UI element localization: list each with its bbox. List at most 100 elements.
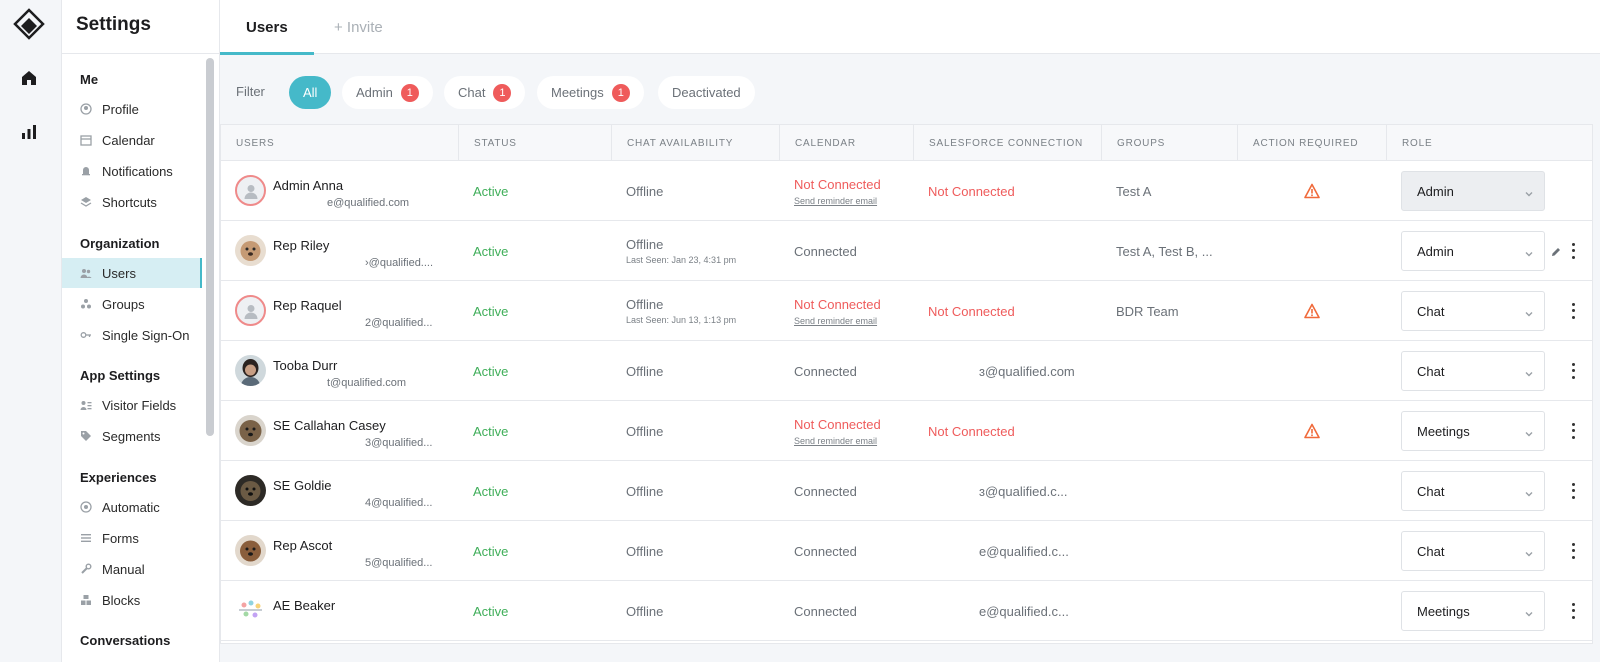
column-header-role[interactable]: ROLE [1386,125,1594,161]
column-header-action-required[interactable]: ACTION REQUIRED [1237,125,1386,161]
sidebar-item-notifications[interactable]: Notifications [62,156,202,186]
role-select[interactable]: Meetings [1401,411,1545,451]
more-options-icon[interactable] [1569,541,1577,561]
table-row[interactable]: AE Beaker Active Offline Connected e@qualifi… [221,581,1592,641]
column-header-salesforce-connection[interactable]: SALESFORCE CONNECTION [913,125,1101,161]
calendar-status: Connected [794,521,857,581]
list-icon [80,532,92,544]
user-name[interactable]: Rep Riley [273,238,330,253]
role-select[interactable]: Admin [1401,171,1545,211]
user-circle-icon [80,103,92,115]
avatar [235,235,266,266]
chevron-down-icon [1524,607,1534,617]
last-seen: Last Seen: Jan 23, 4:31 pm [626,255,737,265]
chat-status: Offline [626,297,664,312]
salesforce-connection: e@qualified.c... [979,581,1069,641]
filter-chip-meetings[interactable]: Meetings 1 [537,76,644,109]
table-row[interactable]: Rep Riley ›@qualified.... Active Offline Las… [221,221,1592,281]
edit-pencil-icon[interactable] [1550,245,1562,257]
table-row[interactable]: Admin Anna e@qualified.com Active Offline No… [221,161,1592,221]
tag-icon [80,430,92,442]
column-header-chat-availability[interactable]: CHAT AVAILABILITY [611,125,779,161]
role-value: Chat [1417,483,1445,499]
chart-icon[interactable] [19,122,39,142]
tab-users[interactable]: Users [220,0,314,55]
bell-icon [80,165,92,177]
sidebar-scrollbar-thumb[interactable] [206,58,214,436]
chat-availability: Offline [626,341,663,401]
chat-availability: Offline [626,581,663,641]
sidebar-item-forms[interactable]: Forms [62,523,202,553]
table-row[interactable]: SE Callahan Casey 3@qualified... Active Off… [221,401,1592,461]
user-name[interactable]: SE Callahan Casey [273,418,386,433]
chevron-down-icon [1524,367,1534,377]
calendar-status: Not Connected Send reminder email [794,401,881,461]
send-reminder-link[interactable]: Send reminder email [794,315,878,326]
filter-chip-deactivated[interactable]: Deactivated [658,76,755,109]
role-select[interactable]: Admin [1401,231,1545,271]
visitor-fields-icon [80,399,92,411]
user-name[interactable]: AE Beaker [273,598,336,613]
more-options-icon[interactable] [1569,241,1577,261]
groups-cell: BDR Team [1116,281,1179,341]
send-reminder-link[interactable]: Send reminder email [794,435,878,446]
more-options-icon[interactable] [1569,361,1577,381]
role-value: Meetings [1417,603,1470,619]
column-header-calendar[interactable]: CALENDAR [779,125,913,161]
count-badge: 1 [493,83,512,102]
chat-status: Offline [626,363,664,379]
salesforce-value: Not Connected [928,183,1015,199]
sidebar-item-calendar[interactable]: Calendar [62,125,202,155]
user-name[interactable]: Rep Ascot [273,538,333,553]
status-text: Active [473,341,508,401]
sidebar-item-segments[interactable]: Segments [62,421,202,451]
home-icon[interactable] [19,68,39,88]
role-select[interactable]: Chat [1401,351,1545,391]
sidebar-item-users[interactable]: Users [62,258,202,288]
warning-icon [1304,423,1320,439]
column-header-status[interactable]: STATUS [458,125,611,161]
table-row[interactable]: Rep Ascot 5@qualified... Active Offline Conn… [221,521,1592,581]
tab-invite[interactable]: + Invite [334,18,383,36]
column-header-groups[interactable]: GROUPS [1101,125,1237,161]
role-select[interactable]: Chat [1401,531,1545,571]
logo-icon[interactable] [12,8,46,42]
table-row[interactable]: Tooba Durr t@qualified.com Active Offline Co… [221,341,1592,401]
chat-status: Offline [626,183,664,199]
salesforce-value: e@qualified.c... [979,543,1069,559]
role-select[interactable]: Meetings [1401,591,1545,631]
sidebar-item-shortcuts[interactable]: Shortcuts [62,187,202,217]
table-row[interactable]: Rep Raquel 2@qualified... Active Offline Las… [221,281,1592,341]
chat-availability: Offline [626,161,663,221]
user-name[interactable]: Admin Anna [273,178,344,193]
role-select[interactable]: Chat [1401,471,1545,511]
table-row[interactable]: SE Goldie 4@qualified... Active Offline Conn… [221,461,1592,521]
chat-availability: Offline [626,401,663,461]
sidebar-item-visitor-fields[interactable]: Visitor Fields [62,390,202,420]
user-name[interactable]: Tooba Durr [273,358,338,373]
status-text: Active [473,161,508,221]
more-options-icon[interactable] [1569,301,1577,321]
sidebar-item-groups[interactable]: Groups [62,289,202,319]
more-options-icon[interactable] [1569,601,1577,621]
send-reminder-link[interactable]: Send reminder email [794,195,878,206]
section-title-me: Me [80,72,99,87]
sidebar-item-single-sign-on[interactable]: Single Sign-On [62,320,202,350]
user-name[interactable]: SE Goldie [273,478,332,493]
filter-chip-chat[interactable]: Chat 1 [444,76,526,109]
status-text: Active [473,401,508,461]
sidebar-item-blocks[interactable]: Blocks [62,585,202,615]
column-header-users[interactable]: USERS [236,137,275,149]
more-options-icon[interactable] [1569,481,1577,501]
calendar-value: Connected [794,483,857,499]
sidebar-item-automatic[interactable]: Automatic [62,492,202,522]
filter-chip-admin[interactable]: Admin 1 [342,76,433,109]
user-name[interactable]: Rep Raquel [273,298,342,313]
sidebar-item-manual[interactable]: Manual [62,554,202,584]
avatar [235,355,266,386]
role-select[interactable]: Chat [1401,291,1545,331]
more-options-icon[interactable] [1569,421,1577,441]
sidebar-item-profile[interactable]: Profile [62,94,202,124]
filter-label: Filter [236,84,265,99]
filter-chip-all[interactable]: All [289,76,332,109]
